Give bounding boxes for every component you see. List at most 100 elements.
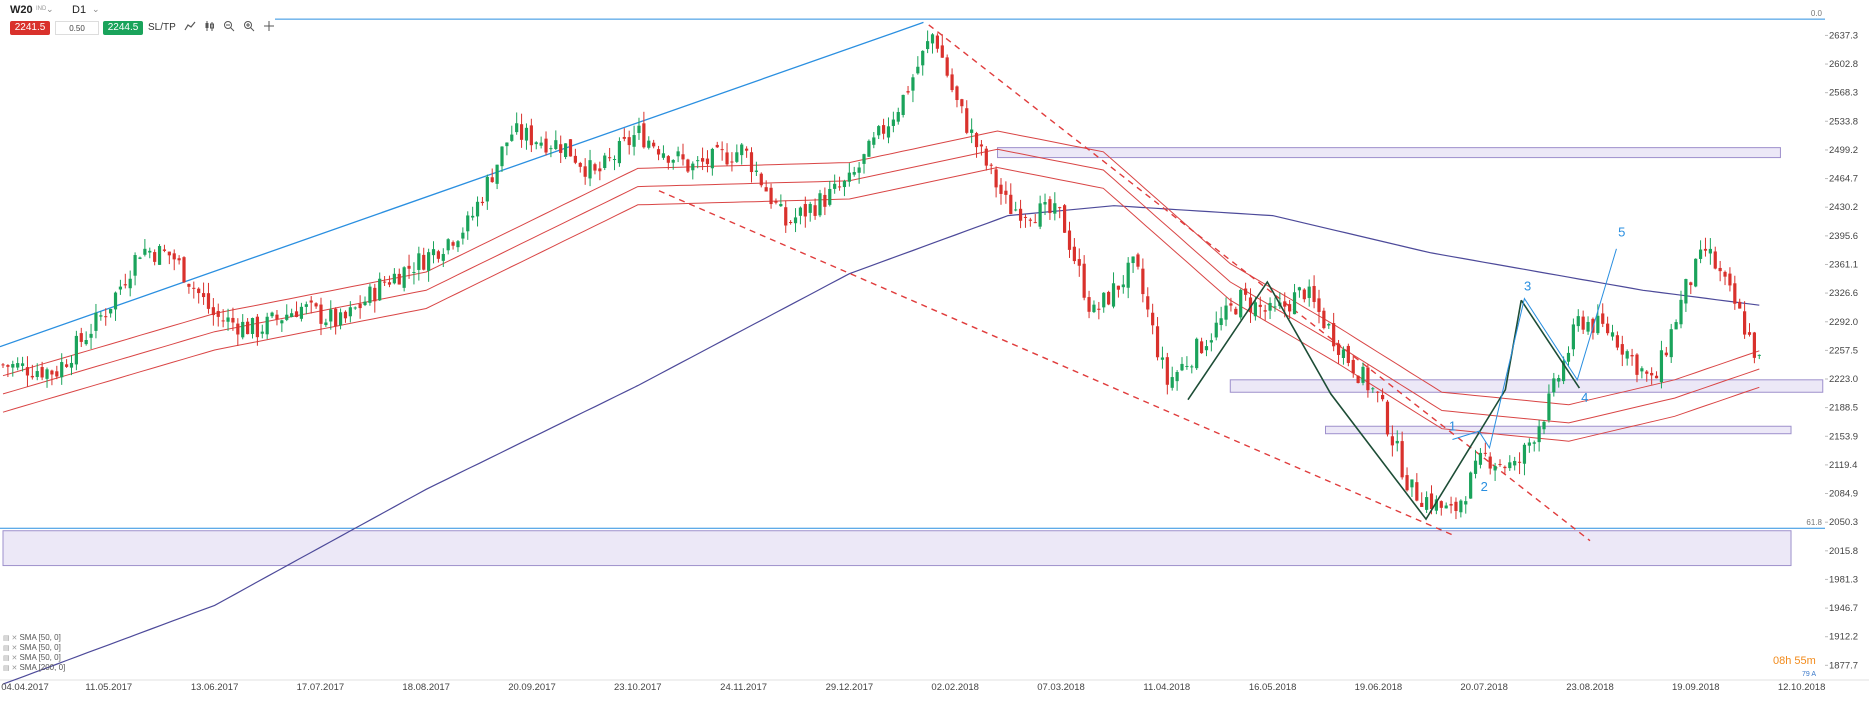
candle-body: [1674, 322, 1678, 330]
candle-body: [69, 362, 74, 368]
wave-label: 4: [1581, 390, 1588, 405]
candle-body: [1219, 318, 1223, 326]
candle-body: [35, 371, 39, 377]
candle-body: [1473, 460, 1478, 474]
candle-timer: 08h 55m: [1773, 655, 1816, 667]
candle-body: [549, 148, 553, 150]
candle-body: [84, 339, 88, 345]
candle-body: [348, 307, 352, 317]
candle-body: [1224, 305, 1228, 320]
y-tick-label: 2361.1: [1829, 259, 1858, 270]
candle-body: [1517, 461, 1522, 463]
sltp-button[interactable]: SL/TP: [148, 22, 176, 33]
symbol-label[interactable]: W20: [10, 4, 33, 16]
candle-body: [710, 148, 714, 169]
chevron-down-icon[interactable]: ⌄: [92, 4, 100, 14]
candle-body: [1493, 465, 1497, 471]
candle-body: [515, 123, 519, 133]
zoom-in-icon[interactable]: [242, 20, 256, 34]
x-tick-label: 16.05.2018: [1249, 682, 1297, 693]
candle-body: [309, 300, 313, 303]
candle-body: [1713, 251, 1717, 269]
candle-body: [1478, 452, 1483, 465]
candle-body: [211, 307, 215, 316]
candle-body: [1023, 216, 1028, 218]
candle-body: [1738, 301, 1742, 309]
candle-body: [828, 188, 832, 205]
candle-body: [715, 144, 719, 148]
candle-body: [906, 91, 910, 93]
zoom-out-icon[interactable]: [222, 20, 236, 34]
legend-item[interactable]: ▤ ✕ SMA [50, 0]: [3, 633, 61, 642]
x-tick-label: 24.11.2017: [720, 682, 767, 693]
crosshair-icon[interactable]: [262, 20, 276, 34]
y-tick-label: 2292.0: [1829, 317, 1858, 328]
candle-body: [1640, 368, 1644, 372]
candle-body: [1596, 315, 1600, 334]
candle-body: [1483, 452, 1487, 454]
y-tick-label: 2257.5: [1829, 345, 1858, 356]
candles-icon[interactable]: [203, 20, 217, 34]
candle-body: [754, 170, 758, 172]
candle-body: [1151, 312, 1155, 326]
candle-body: [334, 308, 338, 327]
candle-body: [1146, 296, 1150, 310]
candle-body: [872, 137, 876, 145]
sell-button[interactable]: 2241.5: [10, 21, 50, 35]
candle-body: [955, 86, 959, 101]
candle-body: [1552, 378, 1556, 393]
candle-body: [725, 152, 729, 165]
wave-label: 2: [1481, 479, 1488, 494]
candle-body: [1155, 326, 1160, 358]
candle-body: [1346, 345, 1350, 363]
candle-body: [1498, 464, 1502, 466]
candle-body: [45, 369, 49, 379]
candle-body: [1508, 462, 1512, 469]
timeframe-label[interactable]: D1: [72, 4, 87, 16]
candle-body: [510, 134, 514, 141]
candle-body: [1204, 346, 1209, 351]
candle-body: [789, 221, 793, 223]
legend-item[interactable]: ▤ ✕ SMA [200, 0]: [3, 663, 66, 672]
candle-body: [1464, 501, 1468, 505]
sma50-line: [2, 166, 1760, 442]
candle-body: [1082, 263, 1086, 298]
candle-body: [294, 311, 299, 317]
sma50-line: [2, 130, 1760, 406]
candle-body: [1630, 354, 1634, 357]
candle-body: [246, 321, 250, 335]
candle-body: [1434, 499, 1438, 511]
candle-body: [50, 370, 54, 375]
candle-body: [1659, 350, 1664, 383]
support-zone: [997, 147, 1781, 159]
candle-body: [319, 304, 323, 324]
candle-body: [554, 140, 558, 150]
candle-body: [1425, 497, 1429, 510]
legend-item[interactable]: ▤ ✕ SMA [50, 0]: [3, 643, 61, 652]
candle-body: [1459, 500, 1463, 513]
candle-body: [833, 183, 837, 189]
candle-body: [192, 287, 196, 289]
line-chart-icon[interactable]: [183, 20, 197, 34]
candle-body: [1131, 256, 1135, 264]
fib-level-label: 61.8: [1806, 518, 1822, 527]
x-tick-label: 20.09.2017: [508, 682, 556, 693]
chevron-down-icon[interactable]: ⌄: [46, 4, 54, 14]
candle-body: [1004, 190, 1008, 195]
legend-item[interactable]: ▤ ✕ SMA [50, 0]: [3, 653, 61, 662]
candle-body: [935, 35, 939, 49]
buy-button[interactable]: 2244.5: [103, 21, 143, 35]
candle-body: [603, 155, 607, 168]
candle-body: [1014, 209, 1018, 211]
candle-body: [1703, 248, 1708, 251]
candle-body: [803, 204, 807, 217]
candle-body: [143, 248, 147, 255]
candle-body: [1698, 249, 1703, 259]
chart-toolbar: W20 IND ⌄ D1 ⌄ 2241.5 0.50 2244.5 SL/TP: [0, 0, 1869, 38]
candle-body: [573, 155, 577, 163]
x-tick-label: 04.04.2017: [1, 682, 49, 693]
candle-body: [1415, 482, 1419, 501]
candle-body: [1009, 194, 1013, 214]
candle-body: [206, 293, 211, 309]
